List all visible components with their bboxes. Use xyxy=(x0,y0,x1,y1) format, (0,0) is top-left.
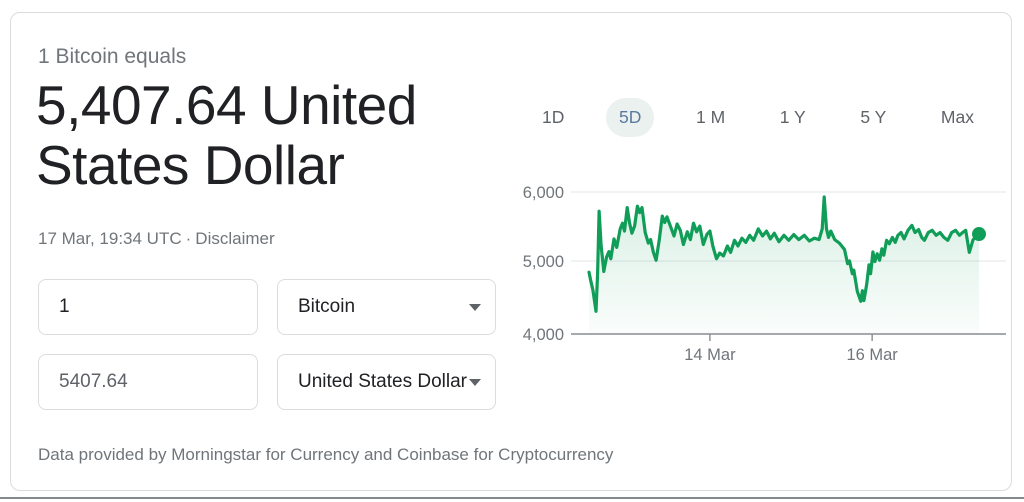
conversion-subtitle: 1 Bitcoin equals xyxy=(38,45,187,68)
page-divider-line xyxy=(0,497,1024,499)
tab-1y[interactable]: 1 Y xyxy=(779,107,806,127)
currency-converter-card: 1 Bitcoin equals 5,407.64 United States … xyxy=(10,12,1012,491)
chart-range-tabs: 1D 5D 1 M 1 Y 5 Y Max xyxy=(529,98,987,137)
data-attribution: Data provided by Morningstar for Currenc… xyxy=(38,445,614,464)
currency-from-dropdown[interactable]: Bitcoin xyxy=(277,279,496,335)
currency-from-label: Bitcoin xyxy=(298,296,356,317)
disclaimer-link[interactable]: Disclaimer xyxy=(195,229,275,248)
tab-5y[interactable]: 5 Y xyxy=(860,107,887,127)
y-axis-label-5000: 5,000 xyxy=(523,253,564,271)
y-axis-label-6000: 6,000 xyxy=(523,184,564,202)
price-area-fill xyxy=(589,197,979,334)
amount-from-input[interactable] xyxy=(38,279,258,335)
x-axis-label: 16 Mar xyxy=(846,346,898,364)
price-line xyxy=(587,195,981,313)
tab-5d[interactable]: 5D xyxy=(605,98,655,137)
current-price-dot xyxy=(972,227,986,242)
currency-to-dropdown[interactable]: United States Dollar xyxy=(277,354,496,410)
price-chart-container: 6,000 5,000 4,000 14 Mar 16 Mar xyxy=(516,171,1021,381)
tab-1d[interactable]: 1D xyxy=(542,107,565,127)
tab-max[interactable]: Max xyxy=(940,107,974,127)
timestamp: 17 Mar, 19:34 UTC xyxy=(38,229,182,248)
conversion-result-value: 5,407.64 United States Dollar xyxy=(36,74,417,196)
x-axis-ticks: 14 Mar 16 Mar xyxy=(684,334,898,364)
price-chart[interactable]: 6,000 5,000 4,000 14 Mar 16 Mar xyxy=(516,171,1021,381)
chevron-down-icon xyxy=(469,304,481,311)
tab-1m[interactable]: 1 M xyxy=(695,107,726,127)
x-axis-label: 14 Mar xyxy=(684,346,736,364)
timestamp-row: 17 Mar, 19:34 UTC · Disclaimer xyxy=(38,229,275,249)
y-axis-label-4000: 4,000 xyxy=(523,326,564,344)
separator-dot: · xyxy=(185,229,192,248)
currency-to-label: United States Dollar xyxy=(298,371,467,392)
amount-to-input[interactable] xyxy=(38,354,258,410)
chevron-down-icon xyxy=(469,379,481,386)
